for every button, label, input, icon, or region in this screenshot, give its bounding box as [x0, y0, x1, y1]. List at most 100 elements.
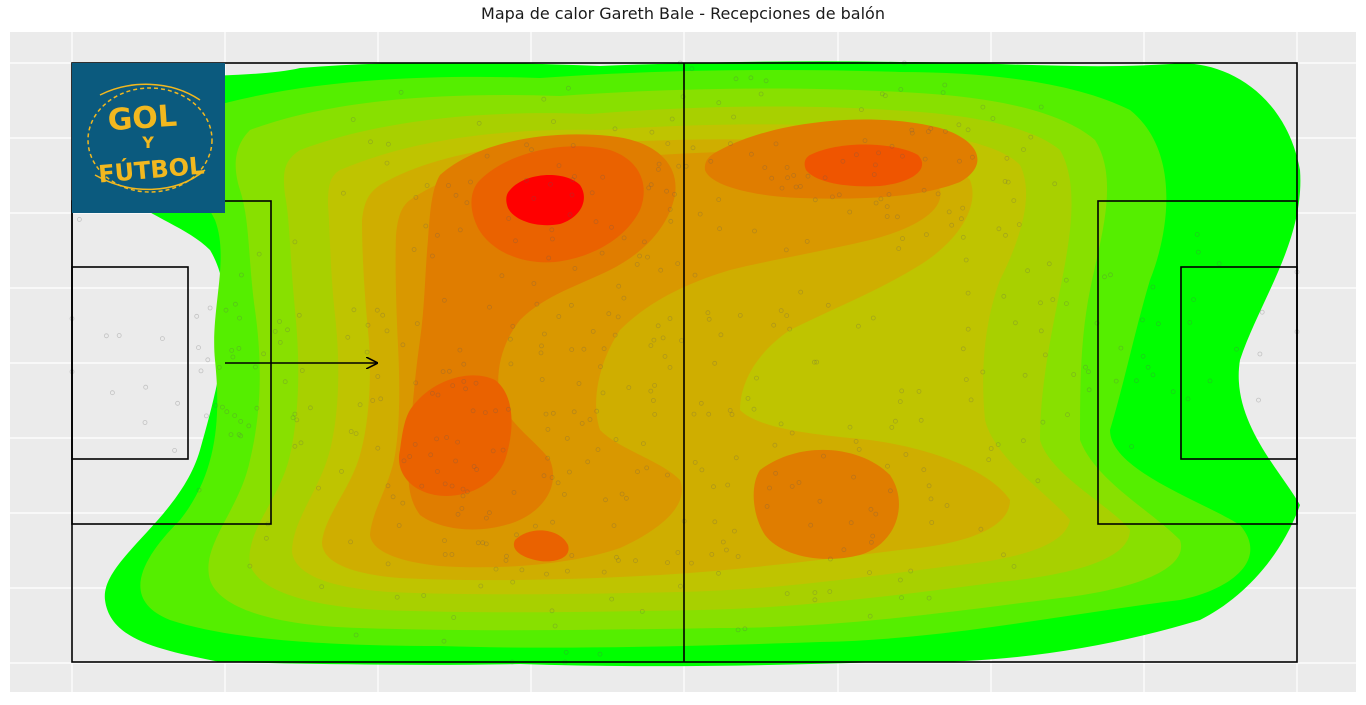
reception-point: [460, 486, 466, 492]
reception-point: [735, 627, 741, 633]
reception-point: [871, 172, 877, 177]
reception-point: [407, 454, 413, 459]
reception-point: [870, 533, 876, 539]
reception-point: [316, 485, 321, 491]
reception-point: [595, 447, 601, 453]
reception-points: [69, 60, 1300, 665]
reception-point: [110, 390, 115, 396]
reception-point: [942, 82, 948, 88]
reception-point: [216, 364, 222, 370]
reception-point: [867, 570, 872, 575]
reception-point: [143, 384, 149, 390]
reception-point: [378, 396, 384, 402]
reception-point: [442, 538, 447, 543]
reception-point: [652, 382, 657, 388]
reception-point: [565, 568, 570, 574]
reception-point: [236, 345, 242, 351]
reception-point: [1134, 378, 1139, 384]
reception-point: [513, 238, 518, 244]
reception-point: [236, 432, 242, 438]
reception-point: [1187, 319, 1193, 325]
reception-point: [773, 141, 779, 147]
reception-point: [116, 333, 122, 338]
reception-point: [689, 560, 694, 566]
reception-point: [1086, 387, 1092, 393]
reception-point: [847, 424, 853, 430]
reception-point: [784, 591, 790, 596]
reception-point: [503, 558, 509, 563]
reception-point: [570, 177, 576, 183]
reception-point: [639, 609, 645, 614]
reception-point: [859, 107, 864, 112]
reception-point: [1207, 378, 1213, 384]
reception-point: [1140, 353, 1146, 359]
reception-point: [413, 380, 419, 386]
reception-point: [600, 174, 606, 180]
reception-point: [483, 541, 489, 547]
reception-point: [888, 488, 893, 494]
reception-point: [292, 411, 298, 417]
reception-point: [364, 349, 370, 355]
reception-point: [237, 315, 242, 321]
reception-point: [524, 142, 529, 148]
reception-point: [441, 297, 447, 303]
reception-point: [812, 597, 818, 603]
reception-point: [956, 122, 962, 128]
reception-point: [769, 175, 775, 181]
reception-point: [711, 484, 716, 490]
reception-point: [230, 354, 236, 360]
reception-point: [569, 192, 575, 198]
reception-point: [752, 228, 757, 234]
reception-point: [1086, 369, 1091, 375]
reception-point: [1025, 268, 1030, 274]
reception-point: [996, 226, 1002, 232]
reception-point: [428, 452, 434, 458]
reception-point: [731, 114, 736, 120]
reception-point: [641, 441, 646, 447]
density-level-9d: [804, 144, 923, 187]
reception-point: [246, 423, 252, 429]
reception-point: [571, 409, 577, 415]
reception-point: [457, 227, 463, 233]
reception-point: [763, 78, 769, 84]
reception-point: [567, 212, 573, 218]
reception-point: [1021, 147, 1026, 153]
reception-point: [651, 398, 656, 403]
reception-point: [444, 435, 450, 440]
reception-point: [918, 417, 924, 423]
reception-point: [873, 511, 879, 517]
reception-point: [822, 175, 828, 181]
reception-point: [504, 553, 509, 559]
reception-point: [531, 195, 537, 201]
reception-point: [450, 383, 456, 389]
reception-point: [1094, 320, 1100, 326]
reception-point: [678, 583, 683, 589]
reception-point: [384, 160, 390, 166]
reception-point: [784, 313, 790, 319]
reception-point: [543, 411, 549, 417]
reception-point: [692, 272, 698, 278]
reception-point: [370, 398, 376, 403]
reception-point: [691, 411, 697, 417]
reception-point: [453, 458, 459, 464]
reception-point: [619, 491, 625, 497]
reception-point: [435, 392, 441, 398]
reception-point: [749, 151, 754, 157]
reception-point: [545, 455, 551, 461]
reception-point: [960, 346, 966, 352]
reception-point: [779, 185, 785, 191]
reception-point: [624, 495, 629, 501]
density-layers: [100, 61, 1301, 667]
reception-point: [928, 126, 934, 132]
reception-point: [943, 128, 948, 134]
reception-point: [446, 368, 452, 374]
reception-point: [203, 413, 209, 419]
reception-point: [487, 304, 492, 310]
reception-point: [1145, 364, 1151, 370]
reception-point: [926, 483, 932, 489]
reception-point: [626, 385, 632, 391]
reception-point: [669, 116, 675, 122]
reception-point: [224, 409, 230, 415]
reception-point: [716, 570, 721, 576]
